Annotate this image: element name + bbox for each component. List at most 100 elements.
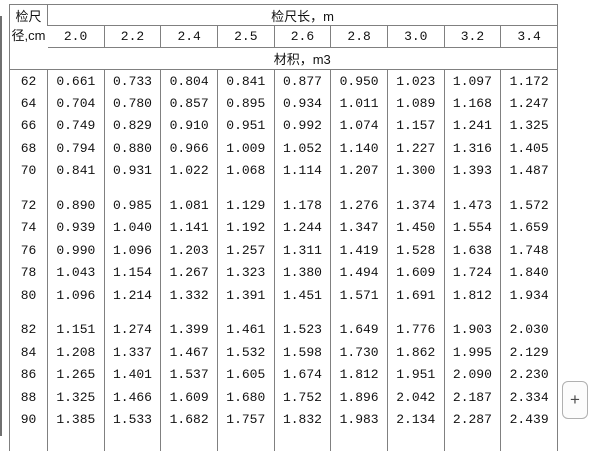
volume-cell: 1.528: [387, 239, 444, 262]
volume-unit-header: 材积，m3: [48, 48, 558, 70]
diameter-axis-header-line2: 径,cm: [10, 26, 47, 48]
spacer-cell: [274, 182, 331, 194]
volume-cell: 1.401: [104, 364, 161, 387]
volume-cell: 2.042: [387, 386, 444, 409]
volume-cell: 0.895: [217, 92, 274, 115]
volume-cell: 1.300: [387, 160, 444, 183]
volume-cell: 1.274: [104, 319, 161, 342]
volume-cell: 1.572: [501, 194, 558, 217]
volume-cell: 1.140: [331, 137, 388, 160]
volume-cell: 0.992: [274, 115, 331, 138]
volume-cell: 1.983: [331, 409, 388, 432]
spacer-cell: [48, 431, 105, 451]
volume-cell: 1.347: [331, 217, 388, 240]
volume-cell: 1.241: [444, 115, 501, 138]
volume-cell: 2.030: [501, 319, 558, 342]
spacer-cell: [104, 431, 161, 451]
spacer-cell: [444, 182, 501, 194]
diameter-cell: 88: [10, 386, 48, 409]
volume-cell: 1.332: [161, 284, 218, 307]
length-column-header: 2.8: [331, 26, 388, 48]
volume-cell: 1.487: [501, 160, 558, 183]
volume-cell: 1.157: [387, 115, 444, 138]
zoom-in-button[interactable]: +: [562, 381, 588, 419]
volume-cell: 1.151: [48, 319, 105, 342]
volume-cell: 0.857: [161, 92, 218, 115]
volume-cell: 1.724: [444, 262, 501, 285]
spacer-cell: [48, 307, 105, 319]
volume-cell: 1.598: [274, 341, 331, 364]
diameter-cell: 76: [10, 239, 48, 262]
volume-cell: 1.311: [274, 239, 331, 262]
volume-cell: 1.052: [274, 137, 331, 160]
diameter-cell: 86: [10, 364, 48, 387]
volume-cell: 0.985: [104, 194, 161, 217]
spacer-cell: [10, 182, 48, 194]
length-column-header: 2.6: [274, 26, 331, 48]
length-column-header: 2.4: [161, 26, 218, 48]
volume-cell: 1.074: [331, 115, 388, 138]
volume-cell: 1.325: [48, 386, 105, 409]
volume-cell: 0.939: [48, 217, 105, 240]
volume-cell: 1.323: [217, 262, 274, 285]
volume-cell: 1.674: [274, 364, 331, 387]
length-column-header: 2.5: [217, 26, 274, 48]
volume-cell: 1.467: [161, 341, 218, 364]
volume-cell: 1.537: [161, 364, 218, 387]
volume-cell: 1.257: [217, 239, 274, 262]
volume-cell: 1.325: [501, 115, 558, 138]
volume-cell: 1.691: [387, 284, 444, 307]
diameter-axis-header: 检尺 径,cm: [10, 5, 48, 70]
volume-cell: 1.214: [104, 284, 161, 307]
length-column-header: 2.0: [48, 26, 105, 48]
volume-cell: 1.748: [501, 239, 558, 262]
volume-cell: 1.995: [444, 341, 501, 364]
volume-cell: 1.081: [161, 194, 218, 217]
volume-cell: 0.841: [217, 70, 274, 93]
volume-cell: 1.096: [48, 284, 105, 307]
volume-cell: 2.230: [501, 364, 558, 387]
spacer-cell: [444, 307, 501, 319]
volume-cell: 0.966: [161, 137, 218, 160]
volume-cell: 1.638: [444, 239, 501, 262]
spacer-cell: [331, 431, 388, 451]
diameter-cell: 64: [10, 92, 48, 115]
row-group-spacer: [10, 182, 558, 194]
spacer-cell: [10, 431, 48, 451]
volume-cell: 1.812: [444, 284, 501, 307]
volume-cell: 1.154: [104, 262, 161, 285]
volume-cell: 1.203: [161, 239, 218, 262]
volume-cell: 1.009: [217, 137, 274, 160]
volume-cell: 1.659: [501, 217, 558, 240]
diameter-cell: 66: [10, 115, 48, 138]
volume-cell: 0.733: [104, 70, 161, 93]
volume-cell: 1.951: [387, 364, 444, 387]
volume-cell: 1.419: [331, 239, 388, 262]
volume-cell: 1.730: [331, 341, 388, 364]
volume-cell: 1.605: [217, 364, 274, 387]
spacer-cell: [217, 431, 274, 451]
volume-cell: 0.841: [48, 160, 105, 183]
volume-cell: 1.168: [444, 92, 501, 115]
volume-cell: 0.749: [48, 115, 105, 138]
volume-cell: 0.704: [48, 92, 105, 115]
volume-cell: 0.794: [48, 137, 105, 160]
diameter-cell: 72: [10, 194, 48, 217]
volume-cell: 1.680: [217, 386, 274, 409]
timber-volume-table: 检尺 径,cm 检尺长，m 2.0 2.2 2.4 2.5 2.6 2.8 3.…: [9, 4, 558, 451]
volume-cell: 1.129: [217, 194, 274, 217]
length-column-header: 3.2: [444, 26, 501, 48]
diameter-cell: 74: [10, 217, 48, 240]
volume-cell: 2.129: [501, 341, 558, 364]
volume-cell: 1.466: [104, 386, 161, 409]
